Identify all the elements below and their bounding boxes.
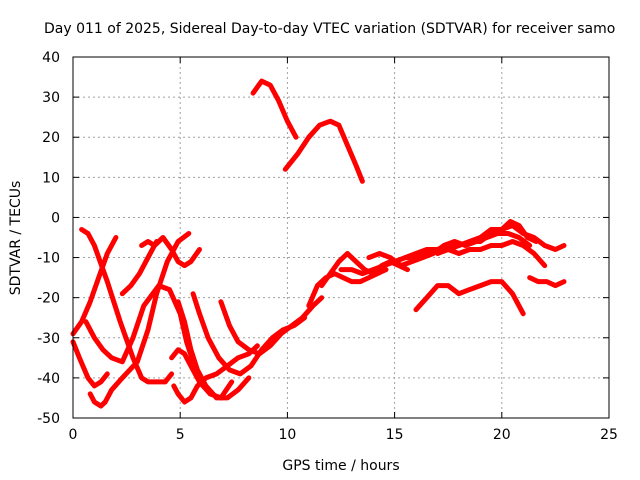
y-tick-label: 0 (51, 210, 60, 226)
series-line-arc-04 (87, 231, 192, 409)
x-tick-label: 25 (600, 427, 618, 443)
x-tick-label: 15 (386, 427, 404, 443)
plot-frame (72, 56, 610, 419)
axes: 0 5 10 15 20 25 -50 -40 -30 -20 -10 0 10 20 30 40 (37, 50, 618, 443)
chart-title: Day 011 of 2025, Sidereal Day-to-day VTE… (44, 21, 615, 37)
y-tick-label: 30 (42, 90, 60, 106)
x-tick-label: 0 (69, 427, 78, 443)
x-tick-label: 10 (278, 427, 296, 443)
series-line-arc-19 (402, 223, 567, 261)
series-line-arc-02 (70, 339, 110, 389)
series-line-arc-10 (175, 299, 252, 401)
x-tick-label: 20 (493, 427, 511, 443)
series-line-arc-21 (467, 219, 539, 244)
y-tick-label: 40 (42, 50, 60, 66)
data-series-group (70, 78, 567, 409)
grid-lines (73, 57, 609, 418)
series-line-arc-03 (70, 235, 119, 337)
series-line-arc-14 (282, 118, 365, 184)
series-line-arc-13 (250, 78, 299, 140)
series-line-arc-20 (435, 239, 548, 269)
y-tick-label: -50 (37, 411, 60, 427)
y-tick-label: -20 (37, 291, 60, 307)
y-tick-label: -40 (37, 371, 60, 387)
series-line-arc-07 (119, 239, 160, 297)
series-line-arc-06 (139, 235, 202, 269)
series-line-arc-22 (413, 279, 526, 317)
y-tick-label: -10 (37, 251, 60, 267)
series-line-arc-12 (218, 295, 325, 357)
series-line-arc-09 (171, 343, 260, 405)
y-tick-label: 20 (42, 130, 60, 146)
y-tick-label: 10 (42, 170, 60, 186)
series-line-arc-23 (527, 275, 567, 289)
x-tick-label: 5 (176, 427, 185, 443)
series-line-arc-01 (79, 227, 175, 385)
x-axis-title: GPS time / hours (282, 458, 399, 474)
y-axis-title: SDTVAR / TECUs (8, 181, 24, 296)
y-tick-label: -30 (37, 331, 60, 347)
